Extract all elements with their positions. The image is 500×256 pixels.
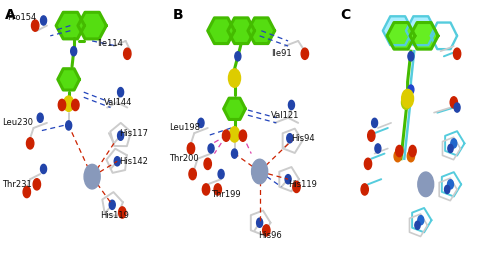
Circle shape	[32, 20, 39, 31]
Circle shape	[262, 225, 270, 236]
Circle shape	[368, 130, 375, 141]
Text: Ile91: Ile91	[272, 49, 292, 58]
Text: Thr231: Thr231	[2, 180, 32, 189]
Circle shape	[301, 48, 308, 59]
Polygon shape	[410, 23, 438, 49]
Circle shape	[361, 184, 368, 195]
Polygon shape	[387, 23, 415, 49]
Circle shape	[84, 164, 100, 189]
Text: Thr199: Thr199	[211, 190, 240, 199]
Circle shape	[23, 186, 30, 198]
Text: His119: His119	[100, 210, 130, 220]
Text: Leu198: Leu198	[169, 123, 200, 133]
Circle shape	[118, 88, 124, 97]
Circle shape	[239, 130, 246, 141]
Circle shape	[288, 100, 294, 110]
Circle shape	[64, 96, 74, 111]
Circle shape	[72, 99, 79, 111]
Polygon shape	[406, 16, 436, 45]
Circle shape	[454, 103, 460, 112]
Polygon shape	[56, 12, 84, 39]
Circle shape	[232, 149, 237, 158]
Circle shape	[408, 52, 414, 61]
Text: A: A	[5, 8, 16, 22]
Text: Leu230: Leu230	[2, 118, 32, 127]
Text: His94: His94	[292, 134, 315, 143]
Text: C: C	[340, 8, 350, 22]
Circle shape	[70, 47, 76, 56]
Circle shape	[208, 144, 214, 153]
Text: His119: His119	[288, 180, 317, 189]
Polygon shape	[228, 18, 254, 44]
Circle shape	[26, 138, 34, 149]
Circle shape	[114, 157, 120, 166]
Circle shape	[124, 48, 131, 59]
Circle shape	[448, 144, 453, 153]
Circle shape	[415, 221, 420, 229]
Circle shape	[402, 95, 410, 109]
Polygon shape	[248, 18, 274, 44]
Circle shape	[109, 200, 115, 209]
Text: Val144: Val144	[104, 98, 132, 107]
Circle shape	[58, 99, 66, 111]
Circle shape	[287, 134, 293, 143]
Polygon shape	[58, 69, 80, 90]
Circle shape	[451, 139, 457, 148]
Text: B: B	[172, 8, 183, 22]
Circle shape	[396, 145, 403, 157]
Circle shape	[40, 164, 46, 174]
Circle shape	[40, 16, 46, 25]
Circle shape	[409, 145, 416, 157]
Circle shape	[372, 118, 378, 127]
Circle shape	[118, 131, 124, 140]
Circle shape	[228, 69, 240, 87]
Circle shape	[402, 89, 413, 108]
Text: Thr200: Thr200	[169, 154, 199, 163]
Circle shape	[118, 207, 126, 218]
Circle shape	[218, 169, 224, 179]
Circle shape	[33, 179, 40, 190]
Circle shape	[454, 48, 460, 59]
Circle shape	[448, 180, 454, 189]
Circle shape	[235, 52, 241, 61]
Circle shape	[293, 181, 300, 193]
Circle shape	[230, 127, 239, 142]
Circle shape	[222, 130, 230, 141]
Circle shape	[189, 168, 196, 180]
Circle shape	[66, 121, 71, 130]
Circle shape	[418, 216, 424, 225]
Circle shape	[444, 185, 450, 194]
Circle shape	[408, 85, 414, 94]
Circle shape	[252, 159, 268, 184]
Polygon shape	[208, 18, 234, 44]
Circle shape	[408, 151, 414, 162]
Text: His142: His142	[119, 157, 148, 166]
Text: His96: His96	[258, 231, 281, 240]
Circle shape	[394, 151, 402, 162]
Circle shape	[256, 218, 262, 227]
Polygon shape	[383, 16, 412, 45]
Circle shape	[202, 184, 209, 195]
Polygon shape	[224, 98, 246, 120]
Circle shape	[450, 97, 458, 108]
Circle shape	[188, 143, 194, 154]
Circle shape	[214, 184, 222, 195]
Circle shape	[418, 172, 434, 197]
Circle shape	[198, 118, 204, 127]
Circle shape	[364, 158, 372, 169]
Text: Ile114: Ile114	[97, 39, 123, 48]
Text: His117: His117	[119, 129, 148, 138]
Text: Pro154: Pro154	[6, 13, 36, 23]
Polygon shape	[78, 12, 106, 39]
Circle shape	[204, 158, 212, 169]
Circle shape	[375, 144, 381, 153]
Circle shape	[285, 175, 291, 184]
Text: Val121: Val121	[272, 111, 299, 120]
Circle shape	[37, 113, 43, 122]
